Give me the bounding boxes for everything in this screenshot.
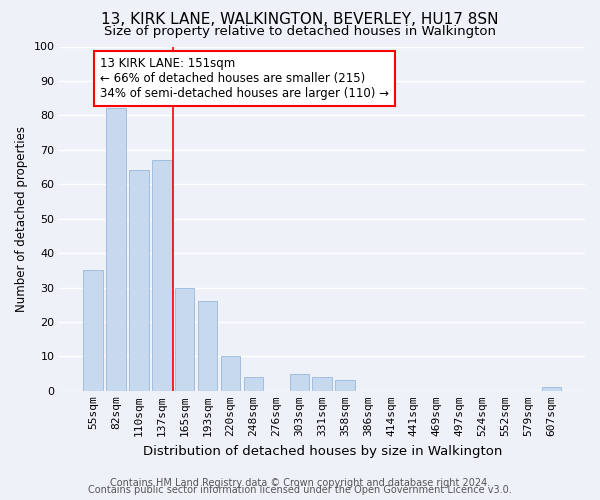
X-axis label: Distribution of detached houses by size in Walkington: Distribution of detached houses by size …	[143, 444, 502, 458]
Y-axis label: Number of detached properties: Number of detached properties	[15, 126, 28, 312]
Bar	[335, 380, 355, 391]
Bar	[244, 377, 263, 391]
Text: Contains public sector information licensed under the Open Government Licence v3: Contains public sector information licen…	[88, 485, 512, 495]
Bar	[542, 388, 561, 391]
Text: 13 KIRK LANE: 151sqm
← 66% of detached houses are smaller (215)
34% of semi-deta: 13 KIRK LANE: 151sqm ← 66% of detached h…	[100, 57, 389, 100]
Bar	[106, 108, 126, 391]
Bar	[152, 160, 172, 391]
Bar	[290, 374, 309, 391]
Bar	[83, 270, 103, 391]
Bar	[175, 288, 194, 391]
Bar	[221, 356, 240, 391]
Text: Contains HM Land Registry data © Crown copyright and database right 2024.: Contains HM Land Registry data © Crown c…	[110, 478, 490, 488]
Text: Size of property relative to detached houses in Walkington: Size of property relative to detached ho…	[104, 25, 496, 38]
Text: 13, KIRK LANE, WALKINGTON, BEVERLEY, HU17 8SN: 13, KIRK LANE, WALKINGTON, BEVERLEY, HU1…	[101, 12, 499, 28]
Bar	[313, 377, 332, 391]
Bar	[129, 170, 149, 391]
Bar	[198, 302, 217, 391]
